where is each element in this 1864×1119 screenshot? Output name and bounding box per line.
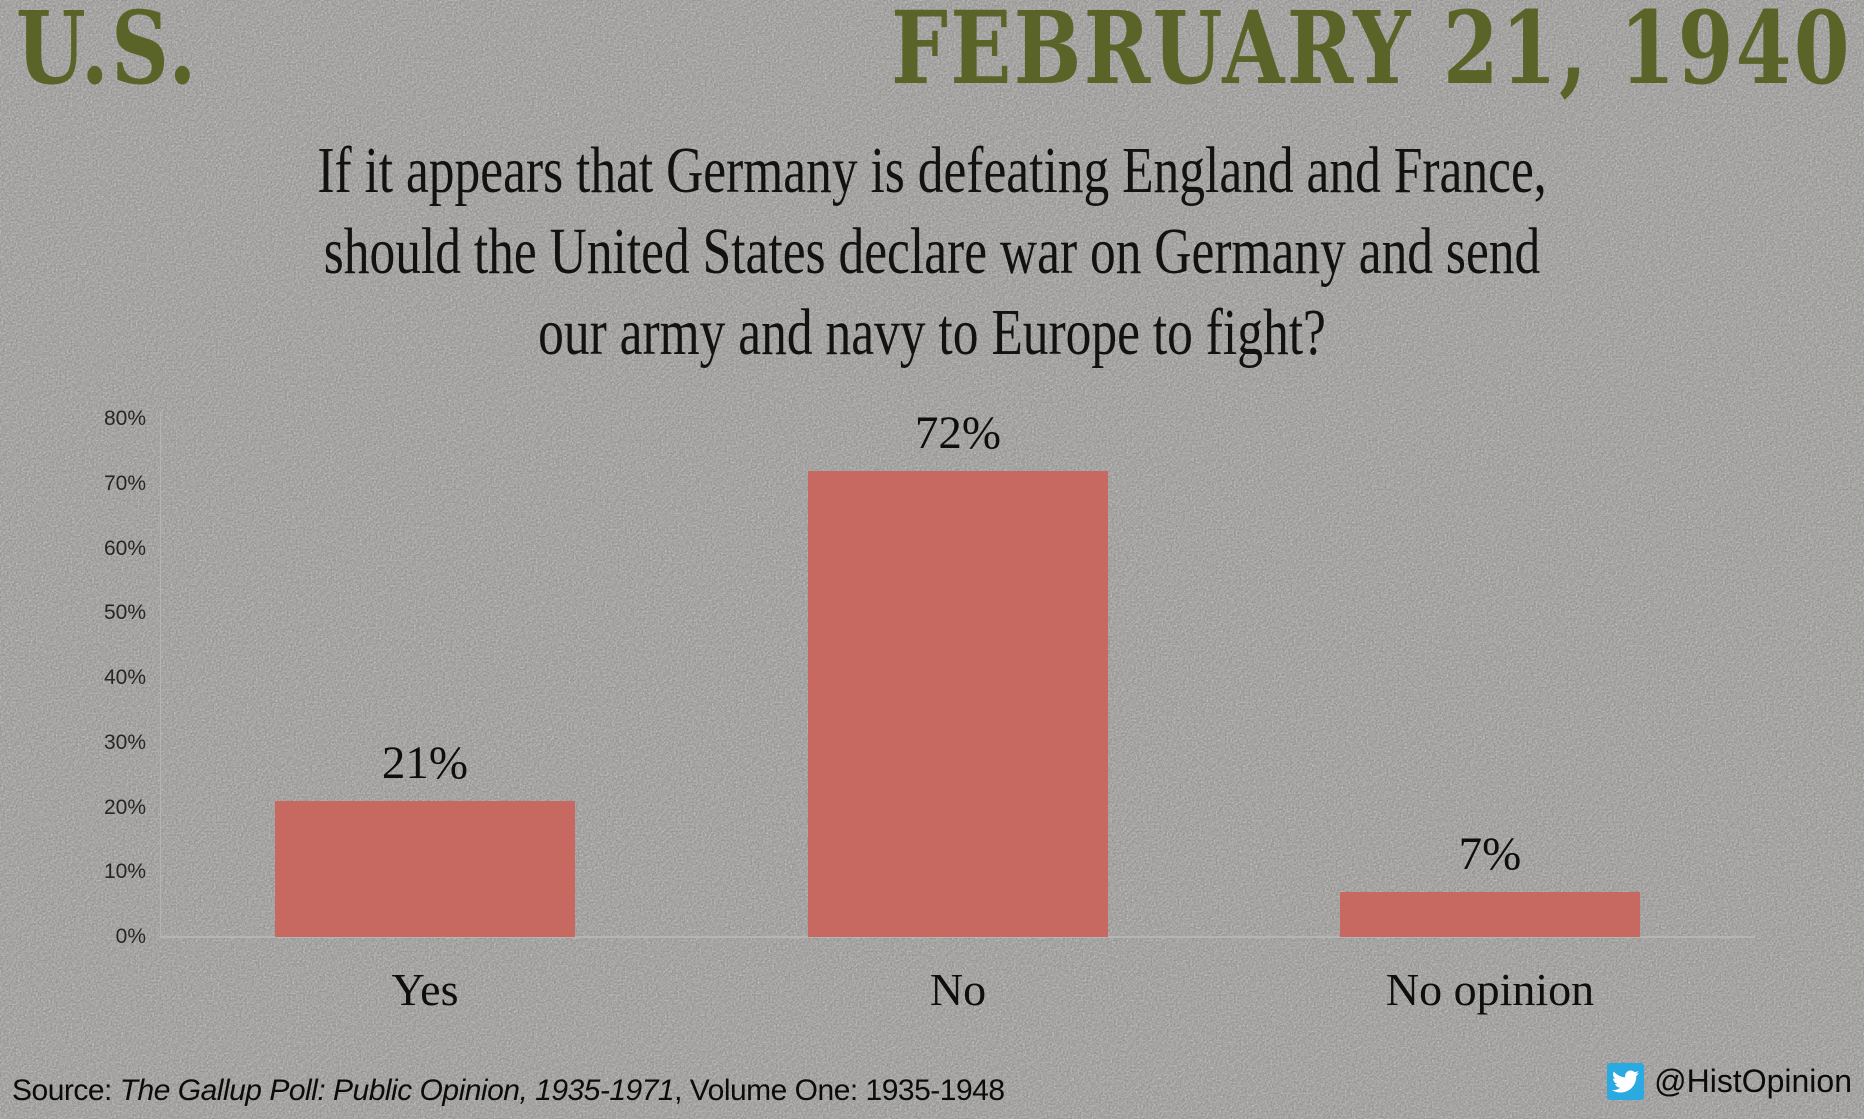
value-label-no: 72% bbox=[914, 407, 1002, 459]
question-line-1: If it appears that Germany is defeating … bbox=[317, 134, 1547, 207]
twitter-handle: @HistOpinion bbox=[1654, 1062, 1852, 1099]
poll-question: If it appears that Germany is defeating … bbox=[205, 130, 1659, 373]
x-axis-line bbox=[160, 936, 1755, 938]
y-axis-tick-label: 0% bbox=[115, 925, 146, 948]
category-label-no: No bbox=[929, 964, 987, 1015]
y-axis-tick-label: 50% bbox=[103, 601, 146, 625]
y-axis-tick-label: 80% bbox=[103, 407, 146, 430]
source-prefix: Source: bbox=[12, 1074, 120, 1107]
date-label: FEBRUARY 21, 1940 bbox=[891, 0, 1852, 107]
y-axis-tick-label: 30% bbox=[103, 730, 146, 754]
twitter-icon bbox=[1607, 1062, 1645, 1100]
y-axis-tick-label: 60% bbox=[103, 536, 146, 560]
y-axis-line bbox=[160, 412, 161, 937]
question-line-3: our army and navy to Europe to fight? bbox=[538, 296, 1326, 369]
bar-yes bbox=[275, 801, 575, 937]
y-axis-tick-label: 20% bbox=[103, 795, 146, 819]
source-suffix: , Volume One: 1935-1948 bbox=[674, 1074, 1005, 1107]
y-axis-tick-label: 10% bbox=[103, 860, 146, 884]
category-label-yes: Yes bbox=[391, 964, 459, 1015]
y-axis-tick-label: 70% bbox=[103, 471, 146, 495]
y-axis-tick-label: 40% bbox=[103, 666, 146, 689]
bar-no bbox=[808, 471, 1108, 937]
source-citation: Source: The Gallup Poll: Public Opinion,… bbox=[12, 1072, 1005, 1110]
question-line-2: should the United States declare war on … bbox=[323, 215, 1541, 288]
bar-no-opinion bbox=[1340, 892, 1640, 937]
twitter-attribution: @HistOpinion bbox=[1607, 1060, 1852, 1102]
value-label-yes: 21% bbox=[381, 737, 469, 789]
category-label-no-opinion: No opinion bbox=[1385, 964, 1595, 1015]
country-label: U.S. bbox=[16, 0, 199, 107]
value-label-no-opinion: 7% bbox=[1458, 828, 1522, 880]
source-book-title: The Gallup Poll: Public Opinion, 1935-19… bbox=[119, 1074, 675, 1107]
